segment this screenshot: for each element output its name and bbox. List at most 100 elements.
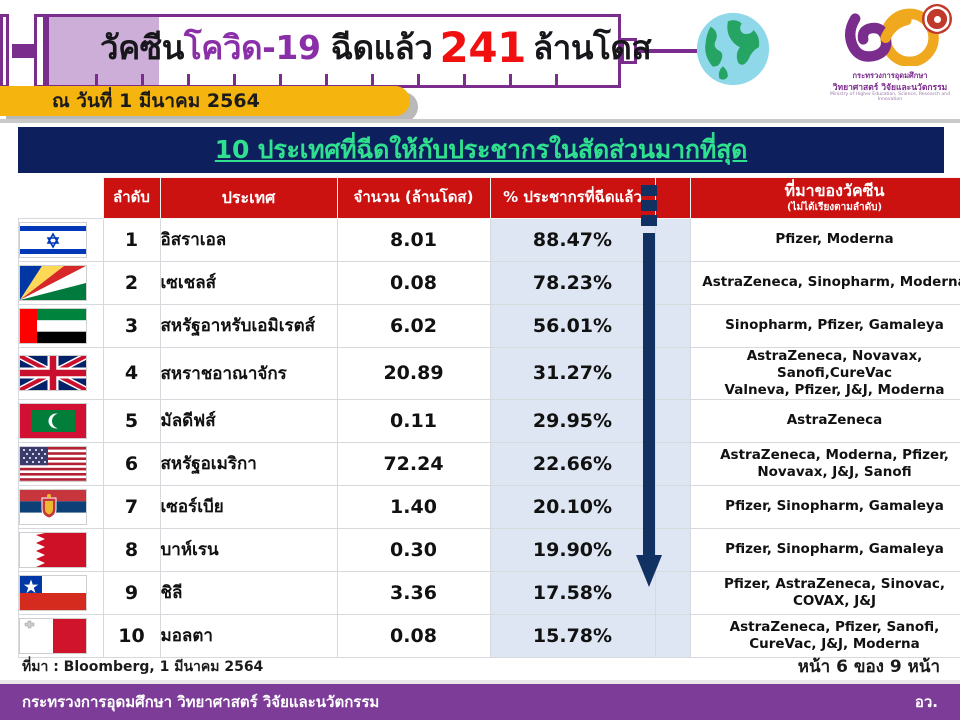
flag-israel-icon xyxy=(19,221,87,258)
section-title-bar: 10 ประเทศที่ฉีดให้กับประชากรในสัดส่วนมาก… xyxy=(18,127,944,173)
cell-country: บาห์เรน xyxy=(159,527,338,572)
syringe-tick xyxy=(509,74,512,85)
cell-rank: 1 xyxy=(102,217,161,262)
country-flag-cell xyxy=(18,260,104,305)
table-row[interactable]: 10 มอลตา 0.08 15.78% AstraZeneca, Pfizer, Sa… xyxy=(18,613,960,658)
cell-percent: 31.27% xyxy=(489,346,656,400)
logo-line2: วิทยาศาสตร์ วิจัยและนวัตกรรม xyxy=(832,83,948,93)
headline-number: 241 xyxy=(439,22,527,72)
cell-source: AstraZeneca, Moderna, Pfizer, Novavax, J&… xyxy=(689,441,960,486)
cell-amount: 72.24 xyxy=(336,441,491,486)
cell-rank: 7 xyxy=(102,484,161,529)
cell-country: สหรัฐอาหรับเอมิเรตส์ xyxy=(159,303,338,348)
atom-icon xyxy=(920,2,954,36)
arrow-spacer-cell xyxy=(654,570,691,615)
cell-source: AstraZeneca, Sinopharm, Moderna xyxy=(689,260,960,305)
arrow-spacer-cell xyxy=(654,441,691,486)
source-line: COVAX, J&J xyxy=(792,592,877,609)
flag-uk-icon xyxy=(19,355,87,392)
table-row[interactable]: 2 เซเชลส์ 0.08 78.23% AstraZeneca, Sinopharm… xyxy=(18,260,960,305)
flag-maldives-icon xyxy=(19,402,87,439)
table-row[interactable]: 3 สหรัฐอาหรับเอมิเรตส์ 6.02 56.01% Sinopharm… xyxy=(18,303,960,348)
cell-country: ชิลี xyxy=(159,570,338,615)
flag-serbia-icon xyxy=(19,488,87,525)
page-title: 10 ประเทศที่ฉีดให้กับประชากรในสัดส่วนมาก… xyxy=(214,135,748,164)
source-line: Pfizer, Moderna xyxy=(775,231,894,248)
cell-source: Sinopharm, Pfizer, Gamaleya xyxy=(689,303,960,348)
cell-percent: 29.95% xyxy=(489,398,656,443)
country-flag-cell xyxy=(18,570,104,615)
col-header-source-sub: (ไม่ได้เรียงตามลำดับ) xyxy=(786,202,883,214)
ministry-logo: กระทรวงการอุดมศึกษา วิทยาศาสตร์ วิจัยและ… xyxy=(826,2,954,116)
syringe-tick xyxy=(233,74,236,85)
cell-percent: 19.90% xyxy=(489,527,656,572)
cell-country: มัลดีฟส์ xyxy=(159,398,338,443)
source-line: AstraZeneca xyxy=(786,412,883,429)
arrow-spacer-cell xyxy=(654,484,691,529)
arrow-spacer-cell xyxy=(654,346,691,400)
table-row[interactable]: 4 สหราชอาณาจักร 20.89 31.27% AstraZeneca, No… xyxy=(18,346,960,400)
footer-divider xyxy=(0,680,960,684)
logo-line3: Ministry of Higher Education, Science, R… xyxy=(829,92,950,102)
flag-bahrain-icon xyxy=(19,531,87,568)
country-flag-cell xyxy=(18,217,104,262)
arrow-spacer-cell xyxy=(654,303,691,348)
date-text: ณ วันที่ 1 มีนาคม 2564 xyxy=(52,90,260,112)
globe-icon xyxy=(696,12,770,86)
headline-part2: โควิด-19 xyxy=(183,27,321,67)
footer-bar: กระทรวงการอุดมศึกษา วิทยาศาสตร์ วิจัยและ… xyxy=(0,684,960,720)
table-row[interactable]: 8 บาห์เรน 0.30 19.90% Pfizer, Sinopharm, Gam… xyxy=(18,527,960,572)
cell-percent: 22.66% xyxy=(489,441,656,486)
col-header-source-main: ที่มาของวัคซีน xyxy=(784,181,885,200)
cell-percent: 56.01% xyxy=(489,303,656,348)
syringe-tick xyxy=(371,74,374,85)
table-row[interactable]: 7 เซอร์เบีย 1.40 20.10% Pfizer, Sinopharm, G… xyxy=(18,484,960,529)
cell-country: มอลตา xyxy=(159,613,338,658)
cell-rank: 2 xyxy=(102,260,161,305)
cell-percent: 15.78% xyxy=(489,613,656,658)
cell-rank: 6 xyxy=(102,441,161,486)
cell-country: สหรัฐอเมริกา xyxy=(159,441,338,486)
ranking-table-wrap: ลำดับ ประเทศ จำนวน (ล้านโดส) % ประชากรที… xyxy=(18,177,960,658)
page-header: วัคซีน โควิด-19 ฉีดแล้ว 241 ล้านโดส กระท… xyxy=(0,0,960,123)
source-line: Pfizer, AstraZeneca, Sinovac, xyxy=(723,575,946,592)
cell-rank: 8 xyxy=(102,527,161,572)
source-line: Pfizer, Sinopharm, Gamaleya xyxy=(725,498,944,515)
cell-rank: 9 xyxy=(102,570,161,615)
source-line: AstraZeneca, Pfizer, Sanofi, xyxy=(729,618,940,635)
cell-amount: 3.36 xyxy=(336,570,491,615)
country-flag-cell xyxy=(18,398,104,443)
syringe-tick xyxy=(463,74,466,85)
country-flag-cell xyxy=(18,346,104,400)
cell-source: Pfizer, Moderna xyxy=(689,217,960,262)
headline-part4: ล้านโดส xyxy=(532,27,652,67)
headline-part3: ฉีดแล้ว xyxy=(330,27,433,67)
footer-abbrev: อว. xyxy=(914,693,938,711)
cell-source: Pfizer, AstraZeneca, Sinovac, COVAX, J&J xyxy=(689,570,960,615)
cell-rank: 10 xyxy=(102,613,161,658)
table-row[interactable]: 6 สหรัฐอเมริกา 72.24 22.66% AstraZeneca, Mod… xyxy=(18,441,960,486)
source-line: Pfizer, Sinopharm, Gamaleya xyxy=(725,541,944,558)
cell-percent: 78.23% xyxy=(489,260,656,305)
cell-country: เซเชลส์ xyxy=(159,260,338,305)
table-row[interactable]: 9 ชิลี 3.36 17.58% Pfizer, AstraZeneca, Sino… xyxy=(18,570,960,615)
source-line: Sinopharm, Pfizer, Gamaleya xyxy=(725,317,944,334)
syringe-tick xyxy=(187,74,190,85)
source-line: Novavax, J&J, Sanofi xyxy=(757,463,912,480)
cell-rank: 5 xyxy=(102,398,161,443)
arrow-spacer-cell xyxy=(654,260,691,305)
headline-part1: วัคซีน xyxy=(100,27,184,67)
arrow-spacer-cell xyxy=(654,398,691,443)
syringe-tick xyxy=(325,74,328,85)
logo-60-mark xyxy=(845,8,939,66)
table-row[interactable]: 1 อิสราเอล 8.01 88.47% Pfizer, Moderna xyxy=(18,217,960,262)
date-ribbon: ณ วันที่ 1 มีนาคม 2564 xyxy=(0,86,410,116)
cell-amount: 6.02 xyxy=(336,303,491,348)
syringe-tick xyxy=(141,74,144,85)
logo-line1: กระทรวงการอุดมศึกษา xyxy=(852,71,928,80)
cell-amount: 20.89 xyxy=(336,346,491,400)
flag-seychelles-icon xyxy=(19,264,87,301)
table-row[interactable]: 5 มัลดีฟส์ 0.11 29.95% AstraZeneca xyxy=(18,398,960,443)
syringe-tick xyxy=(555,74,558,85)
source-line: CureVac, J&J, Moderna xyxy=(749,635,920,652)
